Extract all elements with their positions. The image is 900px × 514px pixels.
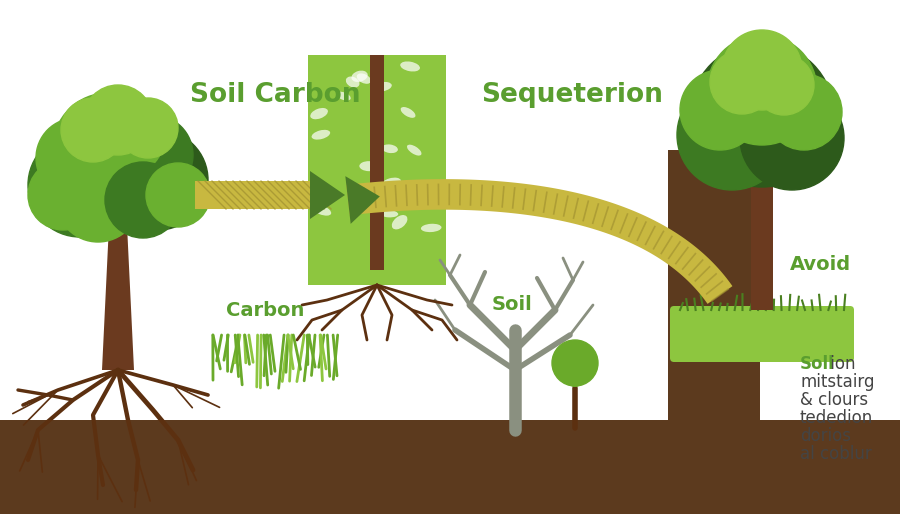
Bar [195, 181, 310, 209]
Text: & clours: & clours [800, 391, 868, 409]
Polygon shape [102, 225, 134, 370]
Circle shape [754, 55, 814, 115]
Circle shape [707, 35, 817, 145]
Ellipse shape [381, 178, 401, 190]
Ellipse shape [359, 161, 379, 171]
Polygon shape [0, 355, 320, 514]
Bar [0, 395, 680, 514]
Circle shape [690, 43, 834, 187]
Circle shape [680, 70, 760, 150]
Circle shape [552, 340, 598, 386]
Text: Soil Carbon: Soil Carbon [190, 82, 360, 108]
Circle shape [113, 115, 193, 195]
Text: Soil: Soil [491, 296, 533, 315]
Bar [751, 180, 773, 310]
Ellipse shape [382, 144, 398, 153]
Circle shape [53, 93, 163, 203]
Ellipse shape [565, 359, 585, 387]
Circle shape [28, 160, 98, 230]
Ellipse shape [346, 77, 359, 87]
Circle shape [28, 133, 132, 237]
Circle shape [740, 86, 844, 190]
Text: Avoid: Avoid [790, 255, 851, 274]
Bar [308, 55, 446, 250]
Text: mitstairg: mitstairg [800, 373, 875, 391]
Ellipse shape [373, 82, 392, 91]
Ellipse shape [400, 62, 420, 71]
Ellipse shape [311, 130, 330, 140]
Polygon shape [346, 176, 380, 224]
Text: dorios: dorios [800, 427, 851, 445]
Circle shape [105, 162, 181, 238]
FancyBboxPatch shape [670, 306, 854, 362]
Text: ion: ion [825, 355, 856, 373]
Bar [308, 250, 446, 285]
Ellipse shape [336, 91, 351, 101]
Bar [370, 55, 384, 270]
Bar [0, 420, 900, 514]
Ellipse shape [351, 70, 368, 82]
Polygon shape [310, 171, 345, 219]
Bar [0, 150, 668, 420]
Text: Carbon: Carbon [226, 301, 304, 320]
Bar [668, 150, 760, 514]
Ellipse shape [356, 74, 371, 84]
Ellipse shape [421, 224, 442, 232]
Circle shape [722, 30, 802, 110]
Circle shape [677, 80, 787, 190]
Polygon shape [578, 150, 760, 514]
Ellipse shape [310, 108, 328, 119]
Circle shape [81, 93, 165, 177]
Circle shape [36, 118, 116, 198]
Ellipse shape [392, 215, 408, 229]
Circle shape [56, 158, 140, 242]
Text: al coblur: al coblur [800, 445, 872, 463]
Ellipse shape [311, 204, 331, 216]
Circle shape [146, 163, 210, 227]
Ellipse shape [374, 194, 392, 206]
Polygon shape [0, 355, 320, 514]
Circle shape [710, 50, 774, 114]
Circle shape [61, 98, 125, 162]
Text: Soll: Soll [800, 355, 835, 373]
Text: tededion: tededion [800, 409, 873, 427]
Circle shape [108, 130, 208, 230]
Circle shape [55, 97, 191, 233]
Circle shape [766, 74, 842, 150]
Circle shape [118, 98, 178, 158]
Ellipse shape [400, 107, 416, 118]
Ellipse shape [407, 144, 421, 156]
Ellipse shape [380, 210, 398, 217]
Text: Sequeterion: Sequeterion [482, 82, 663, 108]
Circle shape [83, 85, 153, 155]
